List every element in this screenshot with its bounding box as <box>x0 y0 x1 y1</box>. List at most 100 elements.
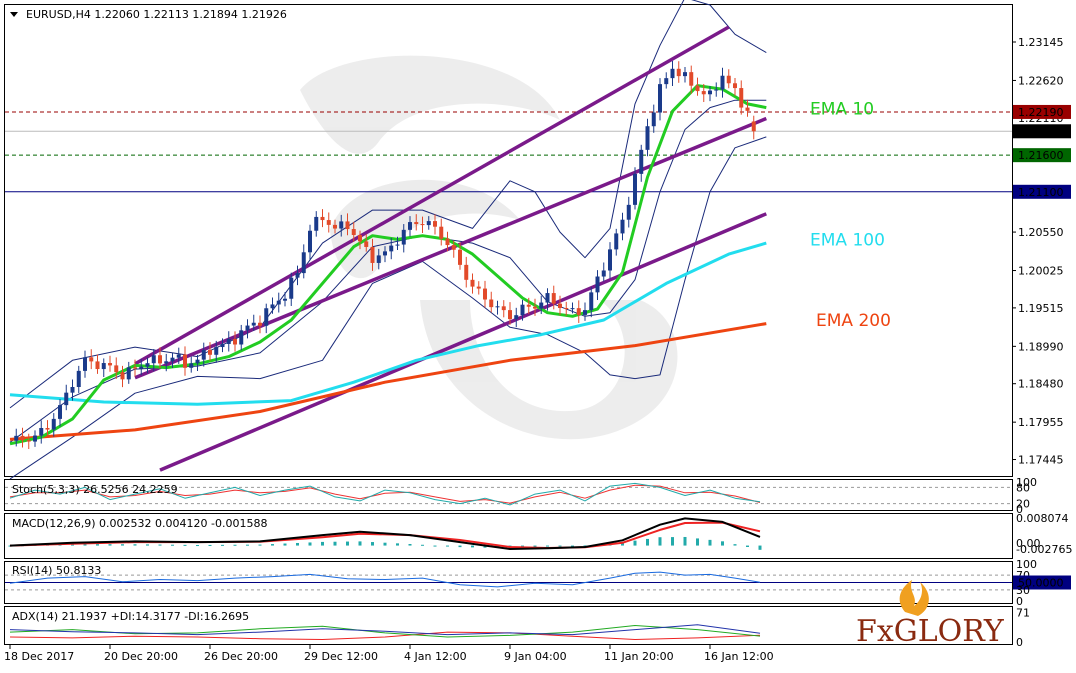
candle-body <box>533 306 537 309</box>
macd-hist-bar <box>283 543 287 546</box>
y-tick-label: 1.18480 <box>1018 378 1064 391</box>
candle-body <box>195 359 200 364</box>
watermark-logo <box>300 55 678 440</box>
level-tag-bg <box>1013 124 1071 139</box>
macd-tick-label: -0.002765 <box>1016 543 1072 556</box>
candle-body <box>289 277 294 299</box>
y-tick-label: 1.18990 <box>1018 340 1064 353</box>
y-tick-label: 1.19515 <box>1018 302 1064 315</box>
stoch-main-line <box>9 482 761 506</box>
macd-indicator: 0.008074 0.00-0.002765 <box>8 512 1072 556</box>
rsi-value-tag <box>1013 575 1071 590</box>
macd-hist-bar <box>558 545 562 547</box>
stoch-signal-line <box>9 484 761 504</box>
x-tick-label: 9 Jan 04:00 <box>504 650 567 663</box>
macd-hist-bar <box>321 541 324 546</box>
candle-body <box>189 363 194 368</box>
candle-body <box>345 221 350 230</box>
candle-body <box>745 107 750 111</box>
candle-body <box>70 387 75 393</box>
candle-body <box>39 428 44 436</box>
x-tick-label: 16 Jan 12:00 <box>704 650 774 663</box>
ema100-line <box>9 241 767 406</box>
candle-body <box>701 91 706 95</box>
candle-body <box>270 304 275 309</box>
candle-body <box>233 339 237 345</box>
macd-hist-bar <box>183 544 187 546</box>
candle-body <box>283 298 287 301</box>
candle-body <box>170 357 175 362</box>
candle-body <box>551 293 556 304</box>
candle-body <box>439 226 444 239</box>
candle-body <box>95 361 100 370</box>
stoch-tick-label: 0 <box>1016 503 1023 516</box>
macd-hist-bar <box>721 541 724 546</box>
candle-body <box>258 322 262 326</box>
macd-hist-bar <box>396 543 399 546</box>
adx-tick-label: 71 <box>1016 607 1030 620</box>
candle-body <box>670 68 675 79</box>
macd-hist-bar <box>333 541 337 546</box>
x-tick-label: 20 Dec 20:00 <box>104 650 178 663</box>
candle-body <box>726 75 731 84</box>
candle-body <box>108 363 112 366</box>
ema-label-1: EMA 100 <box>810 230 885 250</box>
candle-body <box>220 343 225 348</box>
candle-body <box>664 78 669 85</box>
candle-body <box>520 304 525 316</box>
candle-body <box>501 306 506 311</box>
candle-body <box>633 173 637 205</box>
candle-body <box>83 357 87 371</box>
candle-body <box>420 224 425 226</box>
ema200-line <box>9 322 767 441</box>
rsi-label: RSI(14) 50.8133 <box>12 564 101 577</box>
candle-body <box>645 126 650 150</box>
y-tick-label: 1.20025 <box>1018 265 1064 278</box>
macd-hist-bar <box>583 545 587 547</box>
stoch-panel <box>4 479 1013 511</box>
candle-body <box>251 322 256 326</box>
level-tags: 1.22190 1.21926 1.21600 1.21100 <box>1013 104 1071 199</box>
y-tick-label: 1.17445 <box>1018 454 1064 467</box>
y-tick-label: 1.17955 <box>1018 416 1064 429</box>
candle-body <box>558 303 562 308</box>
candle-body <box>539 302 544 309</box>
macd-main-line <box>9 517 761 550</box>
candle-body <box>264 308 269 326</box>
candle-body <box>314 216 319 231</box>
candle-body <box>164 361 169 364</box>
candle-body <box>45 428 50 430</box>
level-tag-bg <box>1013 184 1071 199</box>
candle-body <box>301 252 306 274</box>
candle-body <box>133 367 137 369</box>
x-tick-label: 29 Dec 12:00 <box>304 650 378 663</box>
macd-hist-bar <box>71 544 74 546</box>
dropdown-triangle-icon[interactable] <box>10 12 18 17</box>
macd-hist-bar <box>308 542 312 546</box>
candle-body <box>651 112 656 127</box>
channel-line-2 <box>159 212 767 472</box>
main-panel <box>4 4 1013 477</box>
rsi-line <box>9 571 761 588</box>
rsi-tick-label: 100 <box>1016 558 1037 571</box>
candle-body <box>101 363 106 370</box>
candle-body <box>89 357 94 362</box>
macd-hist-bar <box>408 544 412 546</box>
stoch-tick-label: 80 <box>1016 481 1030 494</box>
candle-body <box>208 350 212 355</box>
candle-body <box>576 308 581 315</box>
channel-line-0 <box>134 25 730 366</box>
candle-body <box>445 238 450 246</box>
macd-tick-label: 0.008074 <box>1016 512 1069 525</box>
candle-body <box>401 229 406 245</box>
macd-hist-bar <box>358 541 362 546</box>
rsi-tick-label: 30 <box>1016 584 1030 597</box>
candle-body <box>151 355 156 364</box>
price-levels <box>5 111 1012 193</box>
candle-body <box>514 315 519 320</box>
macd-hist-bar <box>621 542 624 546</box>
macd-hist-bar <box>258 544 262 546</box>
